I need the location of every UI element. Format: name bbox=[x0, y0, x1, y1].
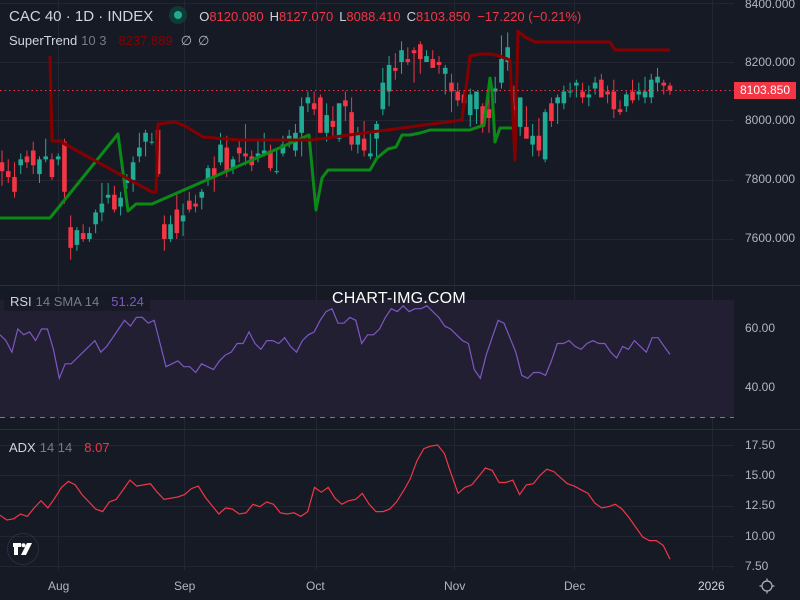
time-axis-label: Nov bbox=[444, 579, 466, 593]
price-axis-label: 7600.000 bbox=[745, 231, 796, 245]
adx-series bbox=[0, 444, 671, 560]
rsi-legend[interactable]: RSI 14 SMA 14 51.24 bbox=[4, 292, 150, 311]
adx-axis-label: 7.50 bbox=[745, 559, 769, 573]
symbol-legend: CAC 40 · 1D · INDEX O8120.080 H8127.070 L80… bbox=[9, 6, 582, 26]
last-price-tag: 8103.850 bbox=[734, 82, 796, 99]
time-axis-label: Oct bbox=[306, 579, 325, 593]
tradingview-logo-icon[interactable] bbox=[7, 533, 39, 565]
price-axis-label: 8200.000 bbox=[745, 55, 796, 69]
adx-axis-label: 17.50 bbox=[745, 438, 776, 452]
time-axis-label: Sep bbox=[174, 579, 196, 593]
supertrend-legend[interactable]: SuperTrend 10 3 8237.889 ∅ ∅ bbox=[9, 33, 210, 48]
time-axis-label: Aug bbox=[48, 579, 70, 593]
rsi-series bbox=[0, 304, 671, 381]
price-axis-label: 8400.000 bbox=[745, 0, 796, 11]
price-axis-label: 7800.000 bbox=[745, 172, 796, 186]
adx-legend[interactable]: ADX 14 14 8.07 bbox=[9, 440, 110, 455]
symbol-title[interactable]: CAC 40 · 1D · INDEX bbox=[9, 8, 154, 25]
time-axis-label: Dec bbox=[564, 579, 586, 593]
time-axis-label: 2026 bbox=[698, 579, 725, 593]
rsi-axis-label: 60.00 bbox=[745, 321, 776, 335]
rsi-band bbox=[0, 300, 734, 417]
candlestick-series bbox=[0, 32, 673, 260]
adx-axis-label: 15.00 bbox=[745, 468, 776, 482]
settings-gear-icon[interactable] bbox=[759, 578, 775, 594]
rsi-axis-label: 40.00 bbox=[745, 380, 776, 394]
market-status-icon bbox=[169, 6, 188, 25]
supertrend-series bbox=[0, 29, 670, 220]
ohlc-values: O8120.080 H8127.070 L8088.410 C8103.850 −17.… bbox=[199, 9, 582, 24]
watermark: CHART-IMG.COM bbox=[332, 290, 466, 307]
empty-set-icon: ∅ bbox=[198, 33, 210, 48]
price-axis-label: 8000.000 bbox=[745, 113, 796, 127]
adx-axis-label: 12.50 bbox=[745, 498, 776, 512]
empty-set-icon: ∅ bbox=[180, 33, 193, 48]
adx-axis-label: 10.00 bbox=[745, 529, 776, 543]
change-value: −17.220 (−0.21%) bbox=[477, 9, 582, 24]
